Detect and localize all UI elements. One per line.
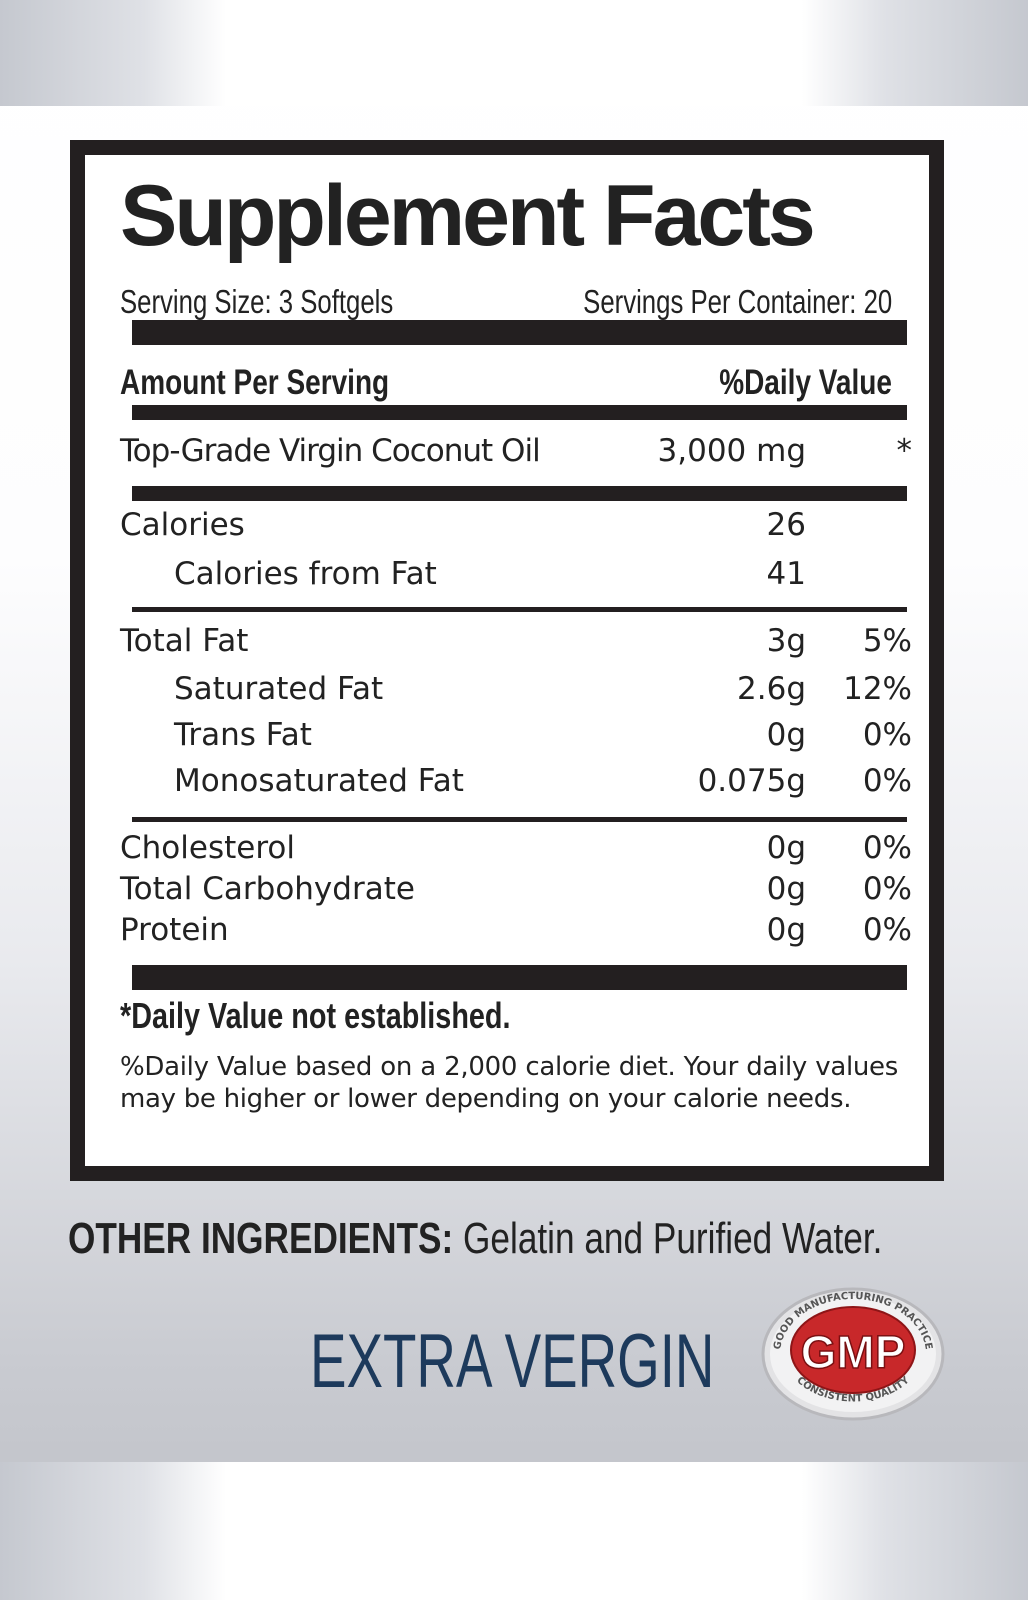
nutrient-row: Cholesterol 0g 0% (120, 830, 912, 870)
other-ingredients: OTHER INGREDIENTS: Gelatin and Purified … (68, 1214, 882, 1264)
servings-per-container: Servings Per Container: 20 (582, 283, 892, 320)
divider (132, 965, 907, 990)
nutrient-row: Total Carbohydrate 0g 0% (120, 871, 912, 911)
nutrient-dv: 0% (862, 871, 912, 907)
nutrient-name: Trans Fat (174, 717, 312, 753)
divider (132, 817, 907, 822)
bottom-band (0, 1462, 1028, 1600)
nutrient-amount: 0g (766, 912, 806, 948)
divider (132, 320, 907, 345)
nutrient-amount: 0g (766, 717, 806, 753)
nutrient-amount: 0.075g (697, 763, 806, 799)
nutrient-dv: 5% (862, 623, 912, 659)
tagline: EXTRA VERGIN (310, 1319, 715, 1404)
ingredient-name: Top-Grade Virgin Coconut Oil (120, 433, 541, 469)
amount-header: Amount Per Serving (120, 363, 390, 402)
divider (132, 405, 907, 420)
divider (132, 607, 907, 612)
nutrient-amount: 0g (766, 871, 806, 907)
nutrient-dv: 0% (862, 912, 912, 948)
nutrient-row: Saturated Fat 2.6g 12% (120, 671, 912, 711)
nutrient-row: Protein 0g 0% (120, 912, 912, 952)
nutrient-dv: 0% (862, 830, 912, 866)
nutrient-amount: 41 (766, 556, 806, 592)
ingredient-row: Top-Grade Virgin Coconut Oil 3,000 mg * (120, 433, 913, 473)
nutrient-row: Calories from Fat 41 (120, 556, 910, 596)
nutrient-dv: 12% (843, 671, 912, 707)
nutrient-amount: 0g (766, 830, 806, 866)
nutrient-row: Total Fat 3g 5% (120, 623, 912, 663)
nutrient-amount: 3g (766, 623, 806, 659)
other-ingredients-label: OTHER INGREDIENTS: (68, 1214, 454, 1263)
divider (132, 486, 907, 501)
nutrient-amount: 26 (766, 507, 806, 543)
badge-text: GMP (801, 1326, 906, 1378)
nutrient-dv: 0% (862, 717, 912, 753)
dv-not-established-note: *Daily Value not established. (120, 995, 511, 1036)
nutrient-name: Calories (120, 507, 245, 543)
nutrient-name: Total Carbohydrate (120, 871, 415, 907)
nutrient-row: Trans Fat 0g 0% (120, 717, 912, 757)
dv-footnote: %Daily Value based on a 2,000 calorie di… (120, 1052, 898, 1114)
other-ingredients-value: Gelatin and Purified Water. (463, 1214, 883, 1263)
serving-size: Serving Size: 3 Softgels (120, 283, 394, 320)
nutrient-dv: 0% (862, 763, 912, 799)
nutrient-name: Calories from Fat (174, 556, 437, 592)
nutrient-amount: 2.6g (737, 671, 806, 707)
dv-header: %Daily Value (719, 363, 892, 402)
gmp-badge-icon: GOOD MANUFACTURING PRACTICE CONSISTENT Q… (761, 1287, 945, 1421)
nutrient-row: Monosaturated Fat 0.075g 0% (120, 763, 912, 803)
supplement-facts-panel: Supplement Facts Serving Size: 3 Softgel… (70, 140, 944, 1181)
page-title: Supplement Facts (120, 168, 816, 264)
nutrient-name: Monosaturated Fat (174, 763, 464, 799)
ingredient-amount: 3,000 mg (657, 433, 806, 469)
nutrient-name: Saturated Fat (174, 671, 384, 707)
nutrient-row: Calories 26 (120, 507, 910, 547)
top-band (0, 0, 1028, 106)
nutrient-name: Protein (120, 912, 229, 948)
nutrient-name: Cholesterol (120, 830, 295, 866)
ingredient-dv: * (896, 433, 913, 469)
nutrient-name: Total Fat (120, 623, 249, 659)
